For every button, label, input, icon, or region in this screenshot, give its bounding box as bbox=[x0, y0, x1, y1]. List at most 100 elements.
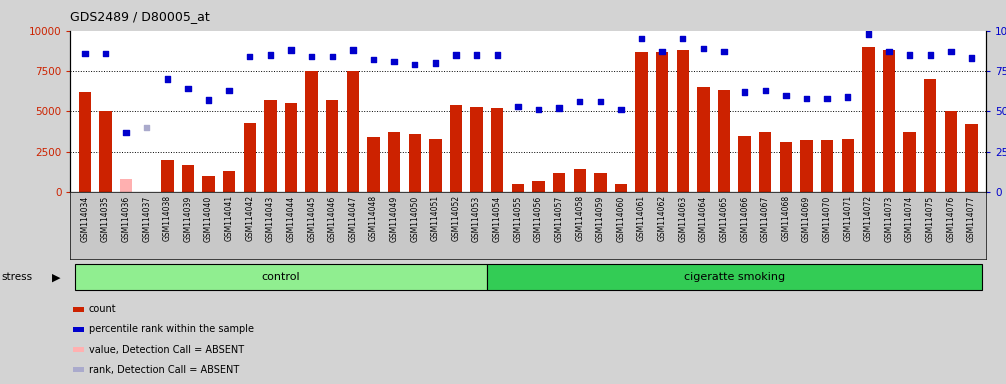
Text: cigeratte smoking: cigeratte smoking bbox=[684, 272, 785, 283]
Text: GSM114069: GSM114069 bbox=[802, 195, 811, 242]
Point bbox=[840, 94, 856, 100]
Text: GSM114043: GSM114043 bbox=[266, 195, 275, 242]
Text: GSM114068: GSM114068 bbox=[782, 195, 791, 242]
Point bbox=[736, 89, 752, 95]
Text: GSM114054: GSM114054 bbox=[493, 195, 502, 242]
FancyBboxPatch shape bbox=[487, 265, 982, 290]
Point bbox=[139, 124, 155, 131]
Text: GDS2489 / D80005_at: GDS2489 / D80005_at bbox=[70, 10, 210, 23]
Point bbox=[489, 52, 505, 58]
Text: GSM114048: GSM114048 bbox=[369, 195, 378, 242]
Bar bbox=[862, 47, 874, 192]
Text: GSM114061: GSM114061 bbox=[637, 195, 646, 242]
Point bbox=[365, 57, 381, 63]
Text: GSM114057: GSM114057 bbox=[554, 195, 563, 242]
Bar bbox=[72, 367, 85, 372]
Text: GSM114063: GSM114063 bbox=[678, 195, 687, 242]
Text: GSM114067: GSM114067 bbox=[761, 195, 770, 242]
Text: GSM114047: GSM114047 bbox=[348, 195, 357, 242]
Point bbox=[180, 86, 196, 92]
Point bbox=[448, 52, 464, 58]
Bar bbox=[491, 108, 503, 192]
Bar bbox=[595, 173, 607, 192]
Point bbox=[386, 58, 402, 65]
Point bbox=[593, 99, 609, 105]
Point bbox=[283, 47, 299, 53]
Bar bbox=[925, 79, 937, 192]
Text: GSM114039: GSM114039 bbox=[183, 195, 192, 242]
Bar bbox=[553, 173, 565, 192]
Text: GSM114040: GSM114040 bbox=[204, 195, 213, 242]
Text: GSM114065: GSM114065 bbox=[719, 195, 728, 242]
Bar bbox=[243, 122, 256, 192]
Point bbox=[551, 105, 567, 111]
Point bbox=[263, 52, 279, 58]
Point bbox=[901, 52, 917, 58]
Bar bbox=[656, 52, 668, 192]
Bar bbox=[512, 184, 524, 192]
Text: GSM114037: GSM114037 bbox=[142, 195, 151, 242]
Bar bbox=[615, 184, 627, 192]
Bar bbox=[72, 327, 85, 332]
Point bbox=[758, 87, 774, 93]
Text: GSM114070: GSM114070 bbox=[823, 195, 832, 242]
Bar bbox=[388, 132, 400, 192]
Point bbox=[654, 49, 670, 55]
FancyBboxPatch shape bbox=[74, 265, 487, 290]
Bar bbox=[821, 141, 833, 192]
Point bbox=[200, 97, 216, 103]
Point bbox=[304, 53, 320, 60]
Text: control: control bbox=[262, 272, 300, 283]
Bar bbox=[161, 160, 173, 192]
Text: GSM114072: GSM114072 bbox=[864, 195, 873, 242]
Point bbox=[324, 53, 340, 60]
Text: GSM114046: GSM114046 bbox=[328, 195, 337, 242]
Point bbox=[778, 92, 794, 98]
Text: GSM114077: GSM114077 bbox=[967, 195, 976, 242]
Text: GSM114041: GSM114041 bbox=[224, 195, 233, 242]
Text: GSM114074: GSM114074 bbox=[905, 195, 914, 242]
Point bbox=[406, 61, 423, 68]
Text: GSM114056: GSM114056 bbox=[534, 195, 543, 242]
Bar bbox=[903, 132, 915, 192]
Point bbox=[159, 76, 175, 82]
Bar bbox=[182, 165, 194, 192]
Bar bbox=[532, 181, 544, 192]
Text: GSM114073: GSM114073 bbox=[884, 195, 893, 242]
Bar bbox=[780, 142, 792, 192]
Text: GSM114052: GSM114052 bbox=[452, 195, 461, 242]
Point bbox=[98, 50, 114, 56]
Point bbox=[819, 95, 835, 101]
Text: GSM114049: GSM114049 bbox=[389, 195, 398, 242]
Point bbox=[943, 49, 959, 55]
Text: stress: stress bbox=[1, 272, 32, 283]
Point bbox=[881, 49, 897, 55]
Bar bbox=[718, 90, 730, 192]
Text: GSM114042: GSM114042 bbox=[245, 195, 255, 242]
Bar bbox=[100, 111, 112, 192]
Point bbox=[675, 36, 691, 42]
Text: GSM114050: GSM114050 bbox=[410, 195, 420, 242]
Bar bbox=[120, 179, 132, 192]
Text: GSM114076: GSM114076 bbox=[947, 195, 956, 242]
Point bbox=[241, 53, 258, 60]
Point bbox=[530, 107, 546, 113]
Text: GSM114075: GSM114075 bbox=[926, 195, 935, 242]
Bar bbox=[326, 100, 338, 192]
Text: value, Detection Call = ABSENT: value, Detection Call = ABSENT bbox=[89, 344, 243, 354]
Text: rank, Detection Call = ABSENT: rank, Detection Call = ABSENT bbox=[89, 365, 239, 375]
Bar bbox=[842, 139, 854, 192]
Text: GSM114058: GSM114058 bbox=[575, 195, 584, 242]
Point bbox=[428, 60, 444, 66]
Bar bbox=[738, 136, 750, 192]
Bar bbox=[202, 176, 214, 192]
Bar bbox=[760, 132, 772, 192]
Text: GSM114060: GSM114060 bbox=[617, 195, 626, 242]
Text: GSM114038: GSM114038 bbox=[163, 195, 172, 242]
Text: GSM114034: GSM114034 bbox=[80, 195, 90, 242]
Text: GSM114059: GSM114059 bbox=[596, 195, 605, 242]
Bar bbox=[78, 92, 91, 192]
Text: GSM114036: GSM114036 bbox=[122, 195, 131, 242]
Bar bbox=[306, 71, 318, 192]
Bar bbox=[966, 124, 978, 192]
